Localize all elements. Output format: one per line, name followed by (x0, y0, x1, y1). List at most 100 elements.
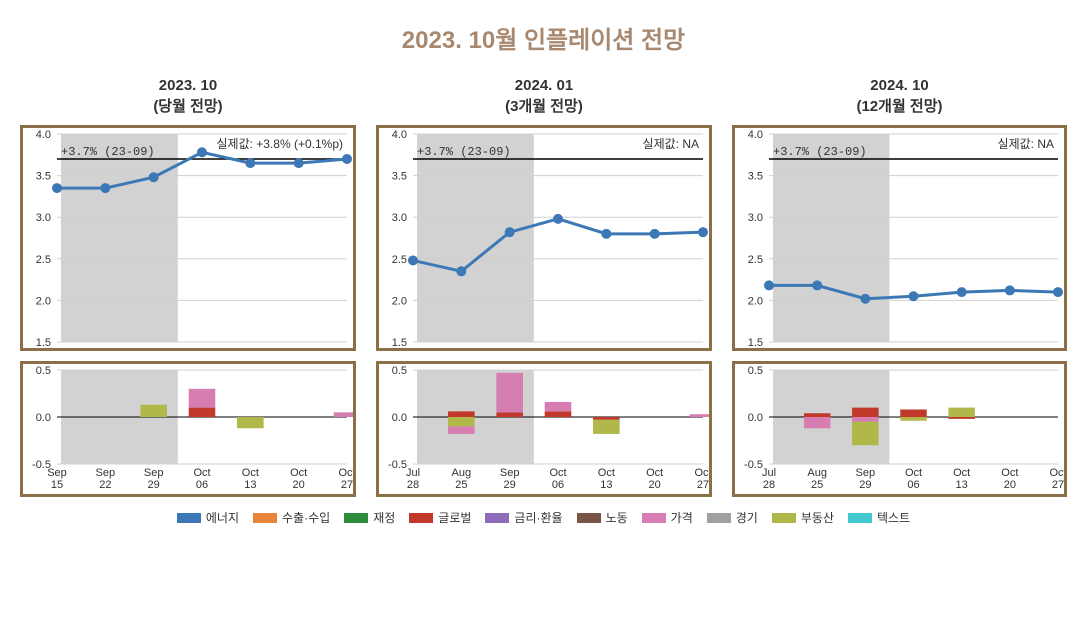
legend-label: 재정 (373, 509, 395, 526)
svg-text:29: 29 (148, 479, 160, 491)
svg-text:20: 20 (1004, 479, 1016, 491)
svg-text:Oct: Oct (338, 467, 353, 479)
svg-text:29: 29 (504, 479, 516, 491)
svg-text:4.0: 4.0 (392, 129, 407, 141)
legend-swatch (707, 513, 731, 523)
svg-text:Oct: Oct (193, 467, 210, 479)
svg-text:Aug: Aug (807, 467, 827, 479)
line-chart: 1.52.02.53.03.54.0+3.7% (23-09)실제값: +3.8… (20, 125, 356, 351)
svg-text:3.0: 3.0 (748, 212, 763, 224)
stacked-bar-chart: -0.50.00.5Jul28Aug25Sep29Oct06Oct13Oct20… (732, 361, 1067, 497)
panel-header: 2024. 01(3개월 전망) (376, 75, 712, 117)
svg-text:3.5: 3.5 (36, 171, 51, 183)
svg-text:2.0: 2.0 (748, 295, 763, 307)
stacked-bar-chart: -0.50.00.5Sep15Sep22Sep29Oct06Oct13Oct20… (20, 361, 356, 497)
legend-item: 텍스트 (848, 509, 910, 526)
svg-text:1.5: 1.5 (36, 337, 51, 348)
panel-header-line1: 2024. 01 (376, 75, 712, 96)
legend: 에너지 수출·수입 재정 글로벌 금리·환율 노동 가격 경기 부동산 텍스트 (20, 509, 1067, 526)
panel-header: 2024. 10(12개월 전망) (732, 75, 1067, 117)
line-chart: 1.52.02.53.03.54.0+3.7% (23-09)실제값: NA (732, 125, 1067, 351)
svg-text:Aug: Aug (452, 467, 472, 479)
svg-text:28: 28 (407, 479, 419, 491)
svg-text:Sep: Sep (856, 467, 876, 479)
svg-text:4.0: 4.0 (36, 129, 51, 141)
legend-swatch (344, 513, 368, 523)
panel-header-line2: (당월 전망) (20, 96, 356, 117)
svg-text:Jul: Jul (762, 467, 776, 479)
legend-swatch (772, 513, 796, 523)
svg-text:Oct: Oct (694, 467, 709, 479)
svg-text:Oct: Oct (953, 467, 970, 479)
legend-swatch (409, 513, 433, 523)
svg-text:13: 13 (600, 479, 612, 491)
svg-text:2.0: 2.0 (392, 295, 407, 307)
legend-label: 수출·수입 (282, 509, 330, 526)
legend-label: 글로벌 (438, 509, 471, 526)
svg-text:4.0: 4.0 (748, 129, 763, 141)
svg-text:2.5: 2.5 (36, 254, 51, 266)
panel-column: 2024. 10(12개월 전망) 1.5 2.0 2.5 3.0 3.5 4.0 +3.7%… (732, 75, 1067, 497)
legend-label: 노동 (606, 509, 628, 526)
svg-text:Jul: Jul (406, 467, 420, 479)
panel-column: 2024. 01(3개월 전망)1.52.02.53.03.54.0+3.7% … (376, 75, 712, 497)
panel-header-line2: (3개월 전망) (376, 96, 712, 117)
main-title: 2023. 10월 인플레이션 전망 (20, 20, 1067, 55)
legend-label: 가격 (671, 509, 693, 526)
legend-label: 부동산 (801, 509, 834, 526)
svg-text:Oct: Oct (598, 467, 615, 479)
panel-header-line1: 2024. 10 (732, 75, 1067, 96)
svg-text:22: 22 (99, 479, 111, 491)
svg-text:13: 13 (244, 479, 256, 491)
line-chart: 1.52.02.53.03.54.0+3.7% (23-09)실제값: NA (376, 125, 712, 351)
svg-text:실제값: NA: 실제값: NA (643, 137, 699, 151)
legend-swatch (177, 513, 201, 523)
svg-text:3.0: 3.0 (36, 212, 51, 224)
svg-text:0.5: 0.5 (748, 365, 763, 377)
svg-text:06: 06 (907, 479, 919, 491)
legend-item: 금리·환율 (485, 509, 562, 526)
svg-text:20: 20 (649, 479, 661, 491)
legend-item: 경기 (707, 509, 758, 526)
panel-header-line2: (12개월 전망) (732, 96, 1067, 117)
svg-text:Oct: Oct (549, 467, 566, 479)
svg-text:+3.7% (23-09): +3.7% (23-09) (417, 145, 511, 159)
legend-label: 에너지 (206, 509, 239, 526)
svg-text:+3.7% (23-09): +3.7% (23-09) (773, 145, 867, 159)
svg-text:06: 06 (196, 479, 208, 491)
svg-text:0.0: 0.0 (36, 412, 51, 424)
panel-header: 2023. 10(당월 전망) (20, 75, 356, 117)
legend-label: 경기 (736, 509, 758, 526)
svg-text:0.5: 0.5 (36, 365, 51, 377)
svg-text:Oct: Oct (1001, 467, 1018, 479)
svg-text:실제값: +3.8% (+0.1%p): 실제값: +3.8% (+0.1%p) (216, 137, 343, 151)
panel-column: 2023. 10(당월 전망)1.52.02.53.03.54.0+3.7% (… (20, 75, 356, 497)
legend-swatch (485, 513, 509, 523)
svg-text:27: 27 (341, 479, 353, 491)
stacked-bar-chart: -0.50.00.5Jul28Aug25Sep29Oct06Oct13Oct20… (376, 361, 712, 497)
svg-text:3.5: 3.5 (748, 171, 763, 183)
svg-text:Oct: Oct (1049, 467, 1064, 479)
svg-text:0.0: 0.0 (748, 412, 763, 424)
panel-header-line1: 2023. 10 (20, 75, 356, 96)
legend-item: 수출·수입 (253, 509, 330, 526)
svg-text:27: 27 (1052, 479, 1064, 491)
svg-text:Oct: Oct (290, 467, 307, 479)
svg-text:0.5: 0.5 (392, 365, 407, 377)
legend-label: 금리·환율 (514, 509, 562, 526)
svg-text:Sep: Sep (47, 467, 67, 479)
svg-text:20: 20 (293, 479, 305, 491)
svg-text:-0.5: -0.5 (388, 459, 407, 471)
svg-text:2.5: 2.5 (748, 254, 763, 266)
svg-text:Sep: Sep (96, 467, 116, 479)
svg-text:25: 25 (811, 479, 823, 491)
svg-text:25: 25 (455, 479, 467, 491)
svg-text:1.5: 1.5 (748, 337, 763, 348)
legend-item: 노동 (577, 509, 628, 526)
svg-text:Oct: Oct (905, 467, 922, 479)
legend-item: 재정 (344, 509, 395, 526)
svg-text:0.0: 0.0 (392, 412, 407, 424)
panels-grid: 2023. 10(당월 전망) 1.5 2.0 2.5 3.0 3.5 4.0 +3.7% (… (20, 75, 1067, 497)
svg-text:+3.7% (23-09): +3.7% (23-09) (61, 145, 155, 159)
svg-text:13: 13 (956, 479, 968, 491)
